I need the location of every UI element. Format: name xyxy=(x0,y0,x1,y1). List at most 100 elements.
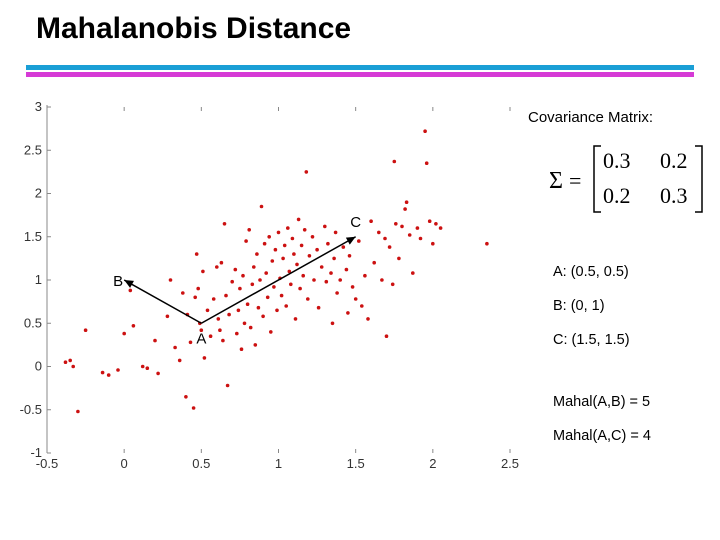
data-point xyxy=(265,295,270,300)
data-point xyxy=(293,317,298,321)
data-point xyxy=(397,256,401,261)
data-point xyxy=(272,285,276,289)
mahal-ac-distance: Mahal(A,C) = 4 xyxy=(553,428,651,444)
y-tick-label: -1 xyxy=(30,445,42,460)
data-point xyxy=(287,269,292,274)
data-point xyxy=(363,273,367,278)
data-point xyxy=(261,314,265,319)
data-point xyxy=(241,273,245,278)
data-point xyxy=(332,256,336,261)
data-point xyxy=(357,239,361,243)
data-point xyxy=(302,228,307,232)
x-tick-label: 2 xyxy=(429,456,436,471)
data-point xyxy=(245,302,250,307)
data-point xyxy=(145,366,150,371)
data-point xyxy=(227,312,231,317)
covariance-matrix: Σ = 0.3 0.2 0.2 0.3 xyxy=(549,145,703,213)
sigma-symbol: Σ xyxy=(549,168,563,194)
data-point xyxy=(222,222,227,226)
data-point xyxy=(267,235,272,239)
data-point xyxy=(244,239,248,243)
x-tick-label: -0.5 xyxy=(36,456,58,471)
data-point xyxy=(307,254,312,258)
point-c-coords: C: (1.5, 1.5) xyxy=(553,332,630,348)
data-point xyxy=(384,334,389,339)
data-point xyxy=(262,241,267,246)
y-tick-label: 0 xyxy=(35,359,42,374)
data-point xyxy=(438,226,443,230)
data-point xyxy=(238,286,242,291)
data-point xyxy=(329,271,333,275)
data-point xyxy=(400,224,404,229)
data-point xyxy=(347,254,352,258)
data-point xyxy=(403,207,407,211)
data-point xyxy=(201,269,205,274)
data-point xyxy=(323,224,327,229)
data-point xyxy=(215,265,219,269)
data-point xyxy=(306,297,310,301)
data-point xyxy=(380,278,384,282)
data-point xyxy=(168,278,173,282)
y-tick-label: -0.5 xyxy=(20,402,42,417)
data-point xyxy=(239,347,244,352)
data-point xyxy=(316,305,321,310)
data-point xyxy=(411,271,415,275)
data-point xyxy=(301,273,306,278)
data-point xyxy=(333,230,338,235)
data-point xyxy=(218,328,222,333)
data-point xyxy=(219,260,224,265)
data-point xyxy=(369,219,373,223)
data-point xyxy=(275,308,279,313)
data-point xyxy=(282,243,287,248)
y-tick-label: 0.5 xyxy=(24,315,42,330)
x-tick-label: 1.5 xyxy=(347,456,365,471)
data-point xyxy=(140,364,145,369)
data-point xyxy=(366,317,370,321)
data-point xyxy=(360,304,364,308)
data-point xyxy=(236,308,241,313)
y-tick-label: 1 xyxy=(35,272,42,287)
data-point xyxy=(415,226,420,230)
data-point xyxy=(71,364,75,369)
axis-ticks: -1-0.500.511.522.53-0.5 0 0.5 1 1.5 2 2.5 xyxy=(20,99,519,471)
data-point xyxy=(100,370,105,375)
data-point xyxy=(341,245,346,249)
equals-sign: = xyxy=(569,168,581,193)
data-point xyxy=(273,247,278,252)
data-point xyxy=(83,328,88,333)
x-tick-label: 0 xyxy=(121,456,128,471)
data-point xyxy=(199,328,204,333)
data-point xyxy=(188,340,193,345)
data-point xyxy=(194,252,199,256)
data-point xyxy=(326,241,330,246)
data-point xyxy=(224,293,228,298)
title-rule-blue xyxy=(26,65,694,70)
data-point xyxy=(434,222,438,226)
data-point xyxy=(319,265,324,269)
data-point xyxy=(315,247,319,252)
data-point xyxy=(304,170,309,174)
y-tick-label: 3 xyxy=(35,99,42,114)
data-point xyxy=(407,233,412,237)
arrow-head-c xyxy=(345,236,356,245)
annotation-arrows xyxy=(123,236,357,324)
data-point xyxy=(181,291,185,295)
data-point xyxy=(106,373,111,377)
data-point xyxy=(122,331,126,336)
data-point xyxy=(253,343,258,347)
left-bracket xyxy=(593,145,601,213)
annotation-b: B xyxy=(113,273,123,290)
y-tick-label: 1.5 xyxy=(24,229,42,244)
data-point xyxy=(247,228,251,232)
data-point xyxy=(276,230,281,235)
data-point xyxy=(63,360,68,365)
data-point xyxy=(208,334,213,339)
data-point xyxy=(156,371,160,376)
right-bracket xyxy=(695,145,703,213)
data-point xyxy=(346,311,350,315)
data-point xyxy=(225,383,230,388)
data-point xyxy=(250,282,255,287)
arrow-line-a-c xyxy=(200,236,357,324)
matrix-cell-11: 0.3 xyxy=(603,148,631,173)
x-tick-label: 2.5 xyxy=(501,456,519,471)
